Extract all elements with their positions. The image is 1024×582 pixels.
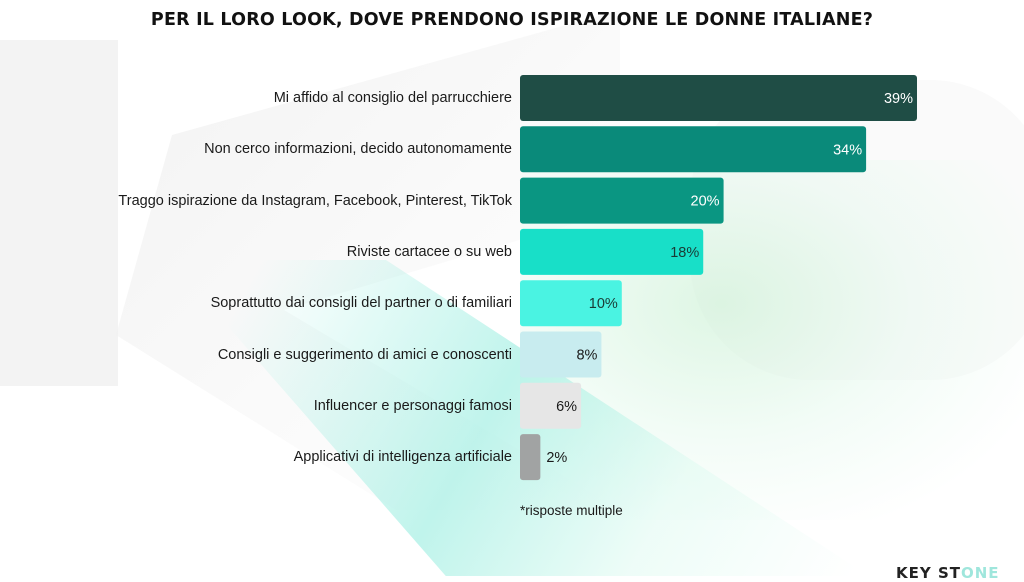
bar (520, 331, 602, 378)
category-label: Consigli e suggerimento di amici e conos… (217, 346, 512, 363)
category-label: Applicativi di intelligenza artificiale (293, 449, 512, 466)
value-label: 10% (589, 296, 618, 312)
bar (520, 228, 704, 275)
value-label: 18% (670, 245, 699, 261)
logo-text-accent: ONE (961, 564, 1000, 582)
category-label: Riviste cartacee o su web (346, 243, 512, 260)
background-shape (0, 40, 118, 386)
chart-title: PER IL LORO LOOK, DOVE PRENDONO ISPIRAZI… (150, 10, 874, 30)
category-label: Soprattutto dai consigli del partner o d… (210, 295, 512, 312)
category-label: Non cerco informazioni, decido autonomam… (204, 141, 512, 158)
bar (520, 382, 582, 429)
bar (520, 280, 622, 327)
value-label: 6% (556, 399, 577, 415)
value-label: 34% (833, 142, 862, 158)
bar (520, 75, 917, 121)
value-label: 39% (884, 91, 913, 107)
keystone-logo: KEY STONE (896, 564, 1000, 582)
category-label: Mi affido al consiglio del parrucchiere (273, 90, 512, 106)
category-label: Influencer e personaggi famosi (313, 397, 512, 414)
value-label: 2% (546, 450, 567, 466)
value-label: 8% (576, 348, 597, 364)
category-label: Traggo ispirazione da Instagram, Faceboo… (118, 192, 512, 209)
bar (520, 434, 541, 481)
value-label: 20% (691, 194, 720, 210)
logo-text: KEY ST (896, 564, 961, 582)
bar (520, 126, 867, 173)
footnote: *risposte multiple (520, 503, 623, 518)
bar (520, 177, 724, 224)
